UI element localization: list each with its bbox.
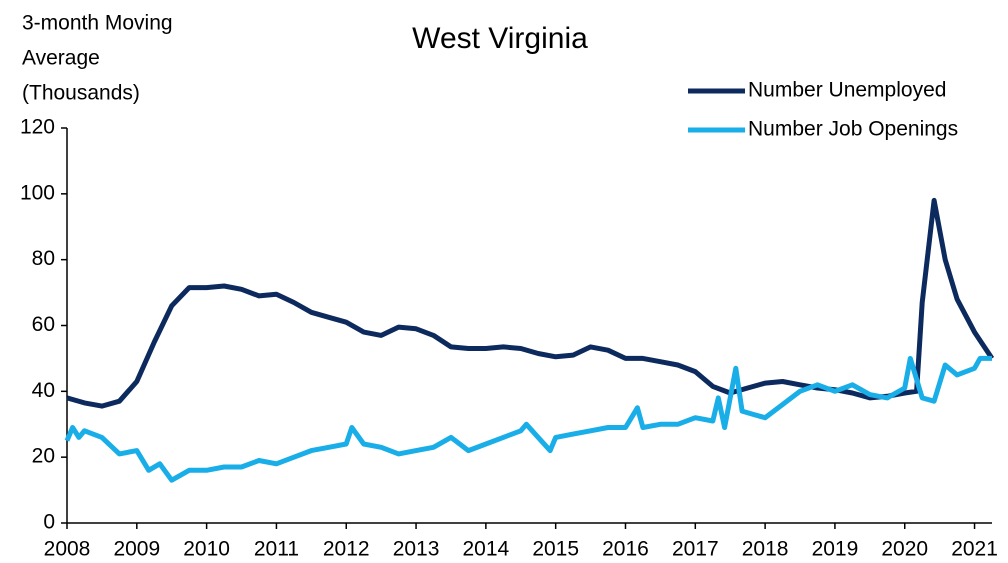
y-tick-label: 80 [32, 247, 55, 270]
y-tick-label: 20 [32, 445, 55, 468]
data-line [64, 355, 992, 483]
x-tick-label: 2010 [183, 538, 230, 561]
x-tick-label: 2013 [393, 538, 440, 561]
y-tick-label: 60 [32, 313, 55, 336]
legend-label: Number Unemployed [748, 79, 946, 102]
x-tick-label: 2008 [44, 538, 91, 561]
y-axis-label: Average [22, 47, 100, 70]
x-tick-label: 2015 [532, 538, 579, 561]
x-tick-label: 2018 [742, 538, 789, 561]
x-tick-label: 2009 [113, 538, 160, 561]
y-tick-label: 100 [20, 181, 55, 204]
x-tick-label: 2016 [602, 538, 649, 561]
chart-title: West Virginia [412, 22, 588, 55]
y-axis-label: 3-month Moving [22, 12, 173, 35]
y-tick-label: 40 [32, 379, 55, 402]
x-tick-label: 2014 [463, 538, 510, 561]
y-tick-label: 0 [43, 511, 55, 534]
x-tick-label: 2019 [812, 538, 859, 561]
data-line [66, 197, 995, 409]
y-tick-label: 120 [20, 116, 55, 139]
x-tick-label: 2021 [951, 538, 998, 561]
y-axis-label: (Thousands) [22, 82, 140, 105]
x-tick-label: 2011 [254, 538, 299, 561]
legend-label: Number Job Openings [748, 118, 958, 141]
x-tick-label: 2017 [672, 538, 719, 561]
x-tick-label: 2012 [323, 538, 370, 561]
x-tick-label: 2020 [881, 538, 928, 561]
